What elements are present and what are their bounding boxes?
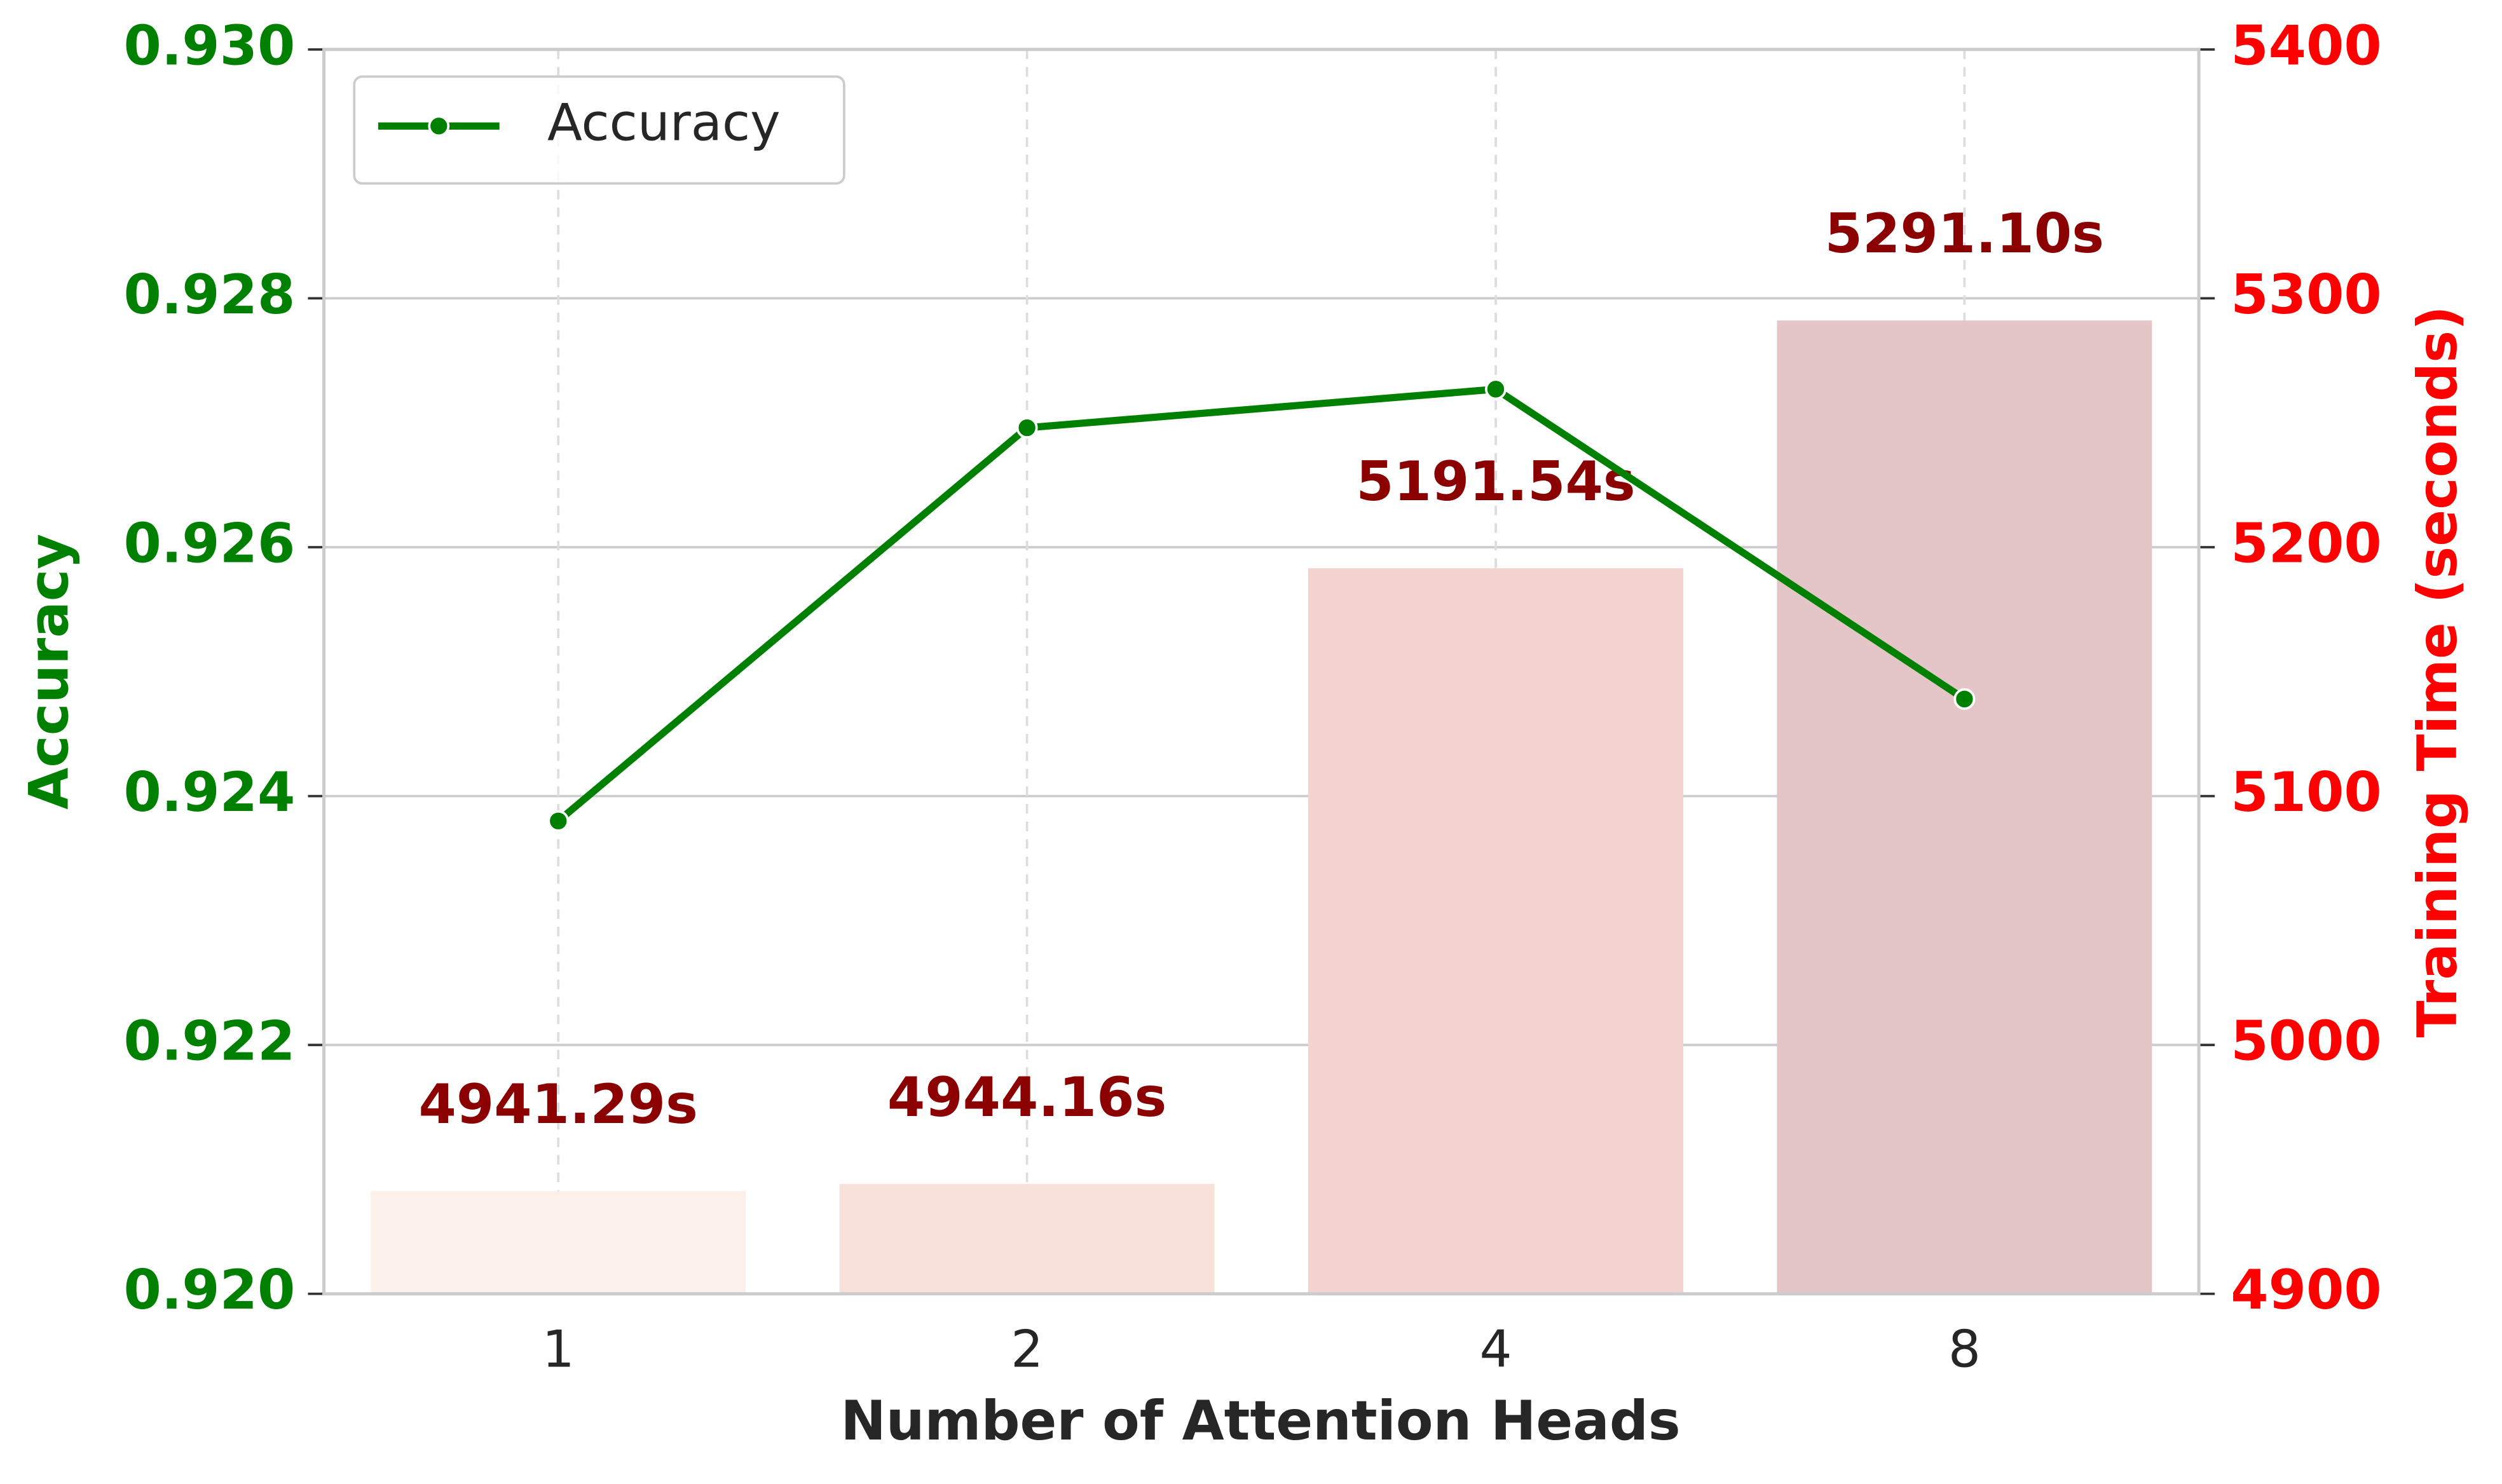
legend-label: Accuracy — [547, 92, 781, 152]
bar-value-label: 5191.54s — [1356, 451, 1635, 514]
x-axis-title: Number of Attention Heads — [840, 1390, 1680, 1453]
y-tick-label: 0.926 — [123, 512, 295, 575]
y-tick-label: 0.928 — [123, 264, 295, 327]
bar — [1308, 568, 1683, 1294]
y-axis-title: Accuracy — [18, 534, 81, 810]
bar-value-label: 4944.16s — [887, 1066, 1166, 1129]
x-tick-label: 4 — [1479, 1319, 1512, 1379]
y-tick-label: 0.930 — [123, 15, 295, 78]
line — [556, 385, 1967, 824]
y-tick-label: 0.920 — [123, 1259, 295, 1322]
bar — [371, 1191, 746, 1294]
y2-tick-label: 5100 — [2231, 761, 2381, 824]
y2-tick-label: 5400 — [2231, 15, 2381, 78]
y-tick-label: 0.922 — [123, 1011, 295, 1073]
bar — [839, 1183, 1215, 1294]
legend-box — [353, 75, 845, 185]
bar-value-label: 4941.29s — [419, 1073, 698, 1136]
y-tick-label: 0.924 — [123, 761, 295, 824]
line-point — [547, 810, 570, 832]
plot-frame — [322, 48, 2201, 1296]
line-point — [1485, 378, 1507, 400]
line-point — [1016, 417, 1038, 439]
bar-value-label: 5291.10s — [1825, 203, 2104, 266]
y2-tick-label: 4900 — [2231, 1259, 2381, 1322]
x-tick-label: 2 — [1011, 1319, 1043, 1379]
y2-axis-title: Training Time (seconds) — [2407, 306, 2470, 1038]
line-point — [1953, 688, 1976, 710]
bar — [1777, 320, 2152, 1294]
x-tick-label: 1 — [542, 1319, 575, 1379]
legend-marker — [428, 115, 450, 137]
y2-tick-label: 5000 — [2231, 1011, 2381, 1073]
y2-tick-label: 5200 — [2231, 512, 2381, 575]
y2-tick-label: 5300 — [2231, 264, 2381, 327]
x-tick-label: 8 — [1948, 1319, 1981, 1379]
